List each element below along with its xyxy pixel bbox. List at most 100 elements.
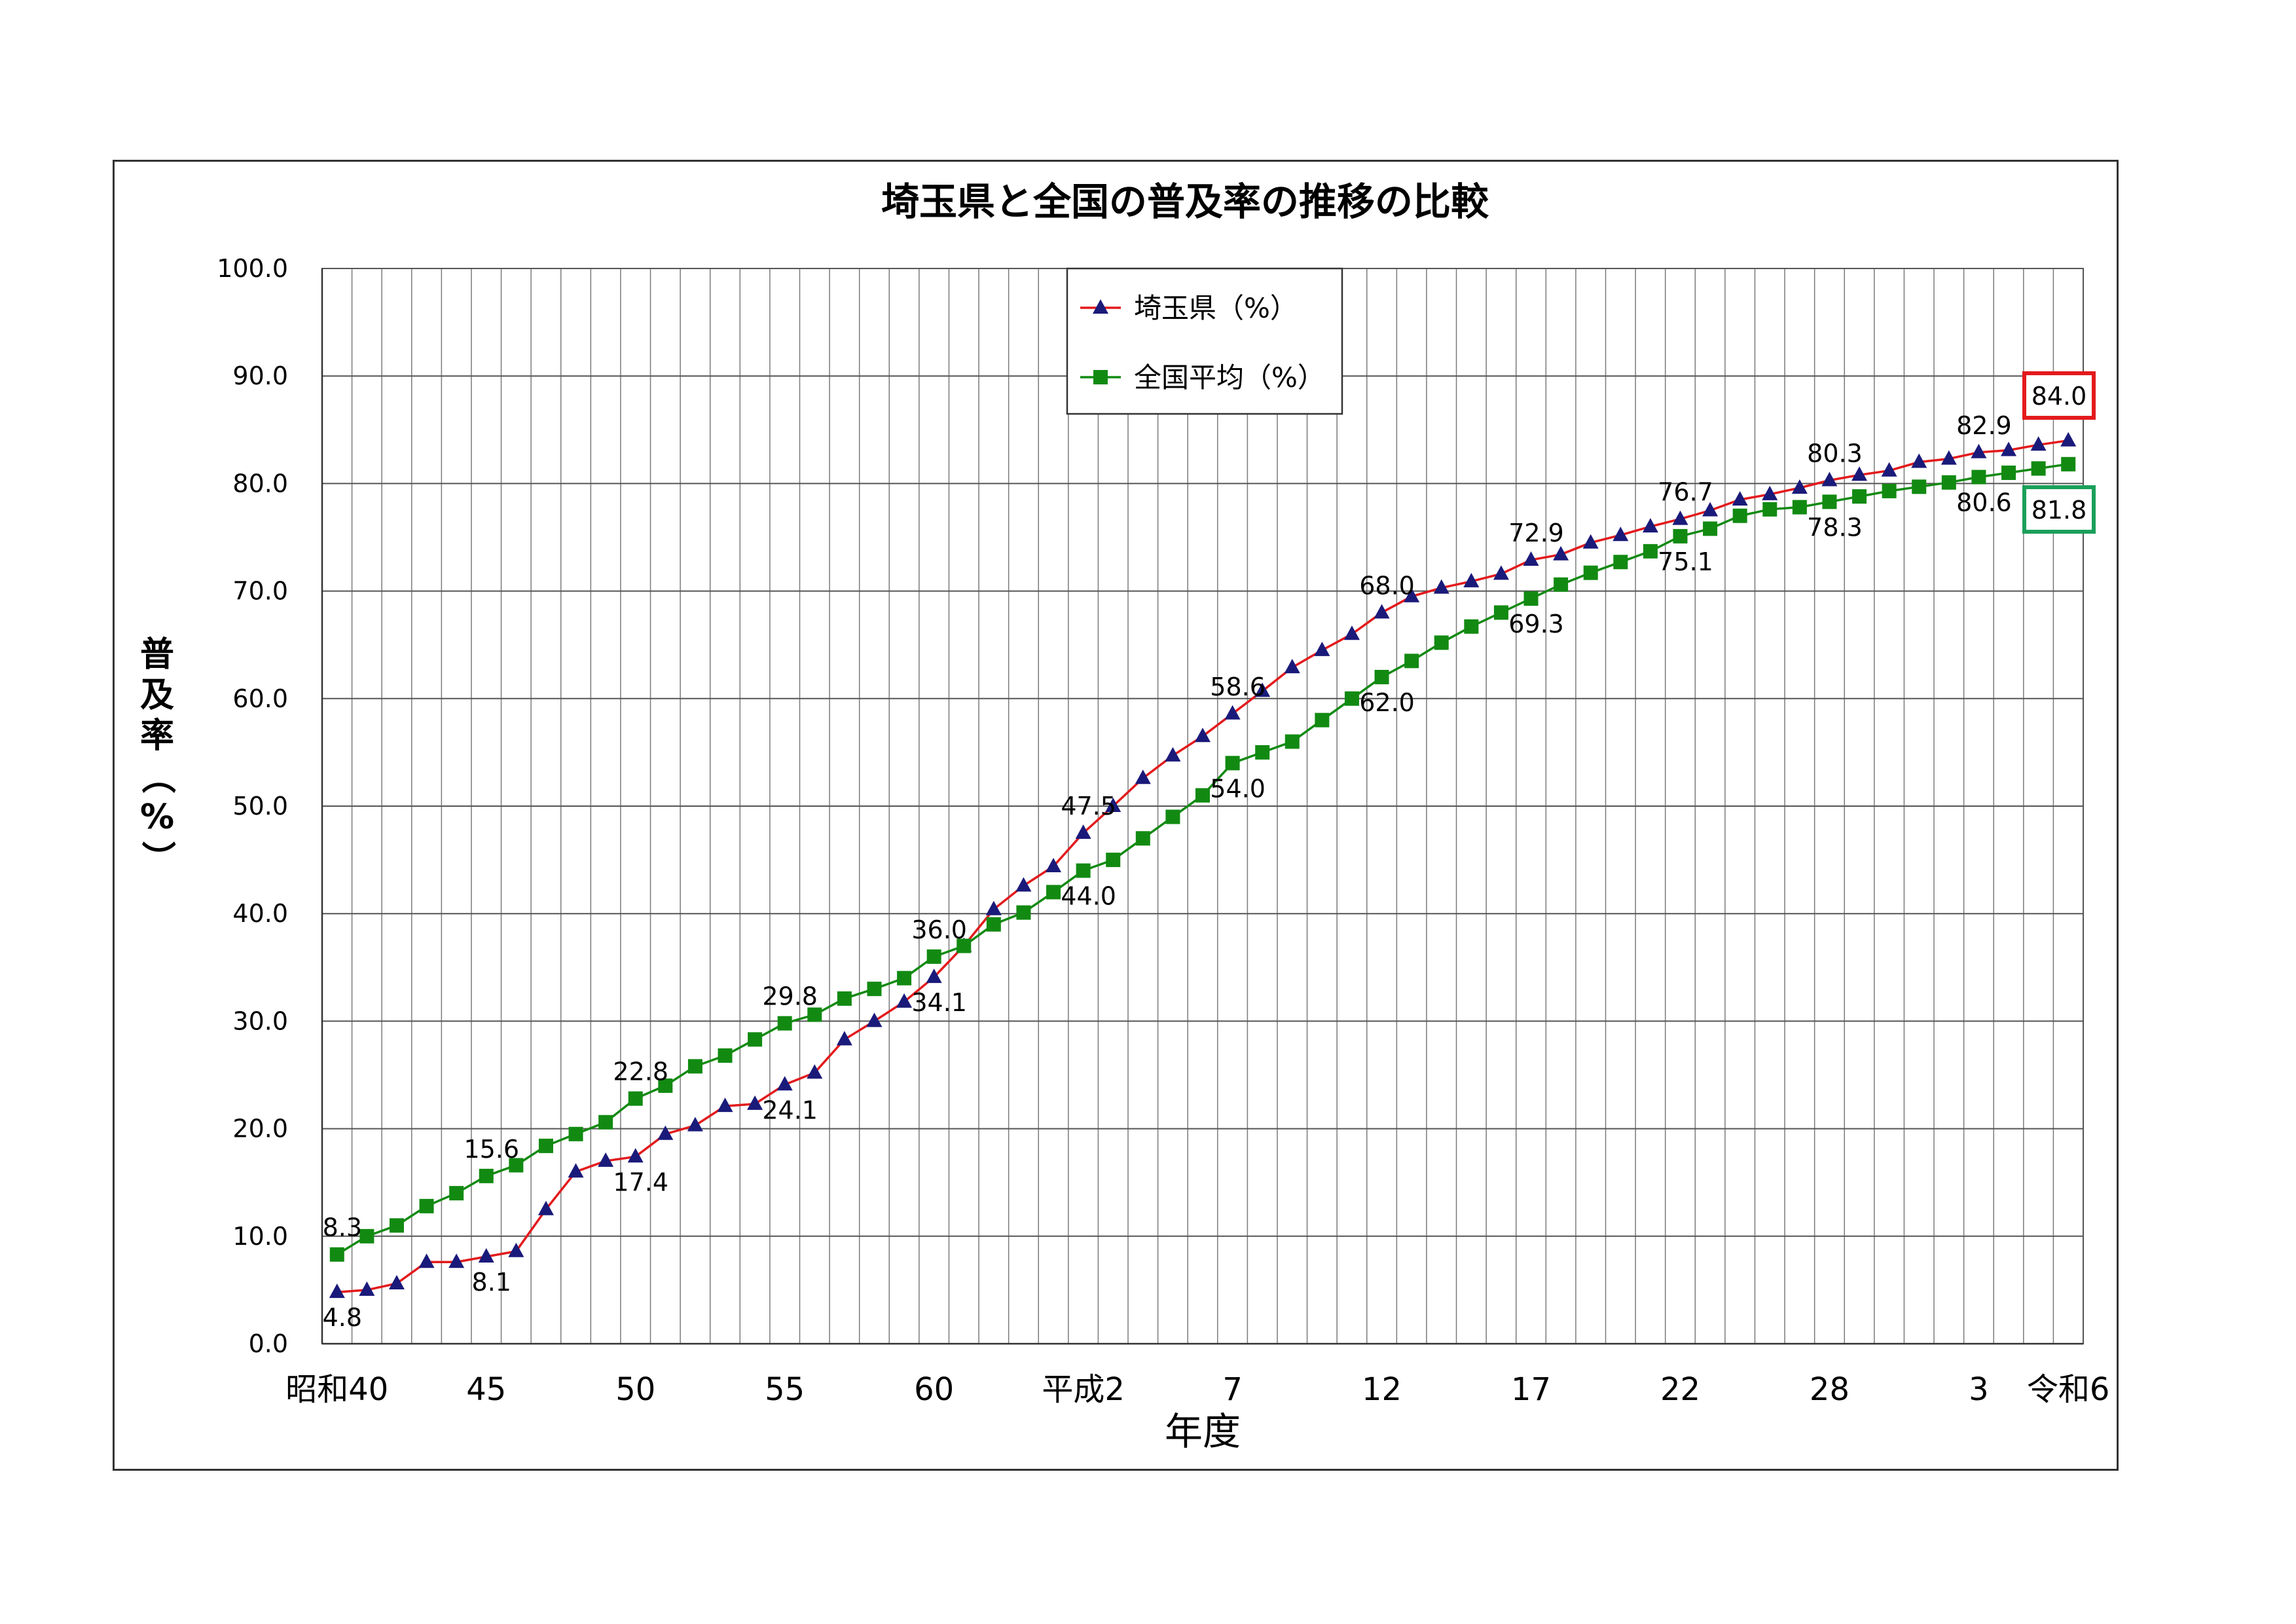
y-axis-title-char: （: [137, 760, 177, 794]
data-point-square: [598, 1115, 613, 1130]
data-point-square: [1523, 591, 1539, 606]
series-layer: [329, 432, 2077, 1299]
data-point-triangle: [1672, 510, 1688, 525]
data-label: 68.0: [1359, 571, 1415, 600]
data-point-triangle: [2060, 432, 2077, 447]
data-point-square: [658, 1078, 673, 1093]
data-label: 29.8: [762, 982, 818, 1011]
data-point-triangle: [866, 1012, 883, 1027]
data-point-triangle: [717, 1098, 733, 1113]
data-point-triangle: [1046, 857, 1062, 872]
data-point-square: [1493, 605, 1508, 620]
data-point-triangle: [1702, 502, 1719, 517]
legend-marker-square: [1093, 370, 1108, 384]
data-point-square: [1076, 863, 1091, 878]
chart-title: 埼玉県と全国の普及率の推移の比較: [881, 179, 1489, 224]
data-point-triangle: [1971, 443, 1987, 458]
data-point-triangle: [1135, 769, 1151, 784]
y-tick-label: 10.0: [232, 1222, 288, 1251]
data-point-triangle: [478, 1247, 494, 1263]
data-point-square: [1374, 669, 1389, 684]
x-tick-label: 令和6: [2027, 1371, 2110, 1408]
data-label: 76.7: [1658, 478, 1713, 507]
data-point-square: [1971, 470, 1986, 485]
data-point-square: [419, 1198, 434, 1213]
data-point-triangle: [1314, 641, 1330, 656]
data-point-square: [1792, 500, 1807, 515]
legend: 埼玉県（%） 全国平均（%）: [1066, 267, 1343, 415]
data-point-square: [1882, 483, 1897, 498]
data-point-square: [1195, 788, 1210, 803]
data-point-triangle: [1433, 579, 1449, 594]
data-point-square: [1404, 654, 1419, 669]
data-point-square: [2001, 465, 2016, 480]
data-point-triangle: [418, 1253, 435, 1268]
data-label: 4.8: [323, 1303, 362, 1332]
data-point-square: [1703, 521, 1718, 536]
data-label: 24.1: [762, 1096, 818, 1124]
data-point-triangle: [657, 1125, 674, 1140]
x-tick-label: 7: [1222, 1371, 1243, 1408]
x-tick-label: 60: [914, 1371, 954, 1408]
data-label: 22.8: [613, 1058, 668, 1086]
y-tick-label: 0.0: [249, 1329, 288, 1358]
data-point-triangle: [896, 993, 913, 1008]
grid: [321, 268, 2084, 1344]
data-point-square: [538, 1138, 553, 1153]
data-point-triangle: [776, 1076, 793, 1091]
data-point-triangle: [568, 1163, 584, 1178]
x-tick-label: 45: [466, 1371, 506, 1408]
y-tick-label: 30.0: [232, 1006, 288, 1035]
data-point-square: [509, 1158, 524, 1173]
data-label: 75.1: [1658, 547, 1713, 576]
data-point-square: [1732, 508, 1747, 523]
data-point-triangle: [1493, 565, 1509, 580]
x-tick-label: 12: [1362, 1371, 1402, 1408]
data-point-triangle: [1523, 551, 1539, 566]
y-tick-label: 60.0: [232, 684, 288, 713]
data-point-triangle: [448, 1253, 465, 1268]
data-point-square: [986, 917, 1001, 932]
y-axis-title-char: 率: [140, 716, 174, 756]
y-axis-title-char: %: [140, 798, 174, 837]
data-point-square: [389, 1218, 404, 1233]
legend-label: 全国平均（%）: [1134, 361, 1325, 394]
data-point-triangle: [1911, 453, 1927, 468]
data-point-triangle: [1881, 462, 1897, 477]
data-point-square: [1941, 475, 1956, 490]
data-point-triangle: [1642, 518, 1658, 533]
data-point-square: [807, 1007, 822, 1022]
y-axis: 0.0 10.0 20.0 30.0 40.0 50.0 60.0 70.0 80.0 90.0 1…: [217, 254, 2083, 1358]
y-tick-label: 50.0: [232, 792, 288, 821]
x-tick-label: 50: [615, 1371, 655, 1408]
data-point-square: [1046, 885, 1061, 900]
data-point-triangle: [1284, 659, 1300, 674]
data-point-square: [329, 1247, 344, 1262]
data-label: 80.6: [1956, 489, 2012, 517]
data-point-square: [1285, 734, 1300, 749]
data-point-triangle: [1941, 450, 1957, 465]
data-label: 78.3: [1807, 513, 1863, 542]
data-point-square: [1554, 577, 1569, 592]
data-point-square: [957, 938, 972, 953]
data-point-triangle: [747, 1095, 763, 1110]
y-tick-label: 90.0: [232, 361, 288, 390]
data-point-triangle: [985, 900, 1002, 915]
data-point-square: [568, 1126, 583, 1141]
data-point-square: [1613, 555, 1628, 570]
data-point-square: [748, 1032, 763, 1047]
x-tick-label: 平成2: [1042, 1371, 1125, 1408]
data-point-square: [1912, 479, 1927, 494]
data-point-square: [1165, 809, 1180, 824]
data-point-square: [926, 949, 941, 964]
data-point-square: [1135, 831, 1150, 846]
y-tick-label: 70.0: [232, 577, 288, 606]
data-label: 34.1: [911, 988, 967, 1017]
data-point-triangle: [926, 969, 942, 984]
data-point-triangle: [1463, 572, 1480, 587]
data-point-triangle: [2030, 436, 2047, 451]
legend-box: [1066, 267, 1343, 415]
x-tick-label: 17: [1511, 1371, 1551, 1408]
data-label: 84.0: [2032, 382, 2087, 411]
